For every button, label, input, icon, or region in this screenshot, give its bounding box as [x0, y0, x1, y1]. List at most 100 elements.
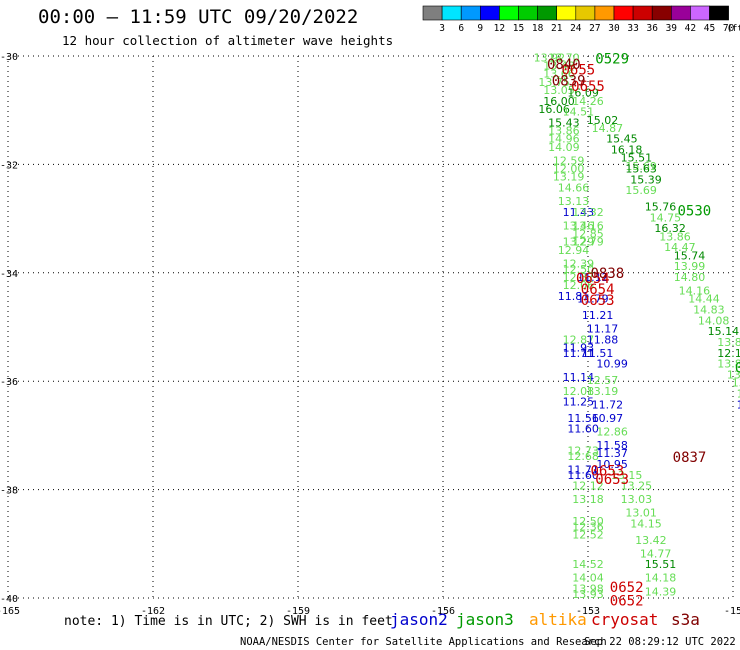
swh-value: 11.17 [587, 322, 619, 335]
swh-value: 13.66 [543, 68, 575, 81]
footer-credit: NOAA/NESDIS Center for Satellite Applica… [240, 636, 607, 648]
swh-value: 13.25 [621, 480, 653, 493]
swh-value: 13.05 [543, 84, 575, 97]
swh-value: 11.21 [582, 309, 614, 322]
x-tick-label: -165 [0, 606, 20, 617]
color-bin-label: 3 [439, 23, 445, 34]
swh-value: 12.79 [572, 236, 604, 249]
footer-note: note: 1) Time is in UTC; 2) SWH is in fe… [64, 614, 393, 629]
swh-value: 12.37 [563, 271, 595, 284]
swh-value: 12.50 [572, 515, 604, 528]
page-subtitle: 12 hour collection of altimeter wave hei… [62, 33, 394, 48]
swh-value: 12.68 [567, 450, 599, 463]
swh-value: 16.32 [654, 222, 686, 235]
swh-value: 16.09 [567, 87, 599, 100]
color-bin-label: 30 [608, 23, 620, 34]
swh-value: 10.99 [596, 358, 628, 371]
swh-value: 14.75 [650, 211, 682, 224]
swh-value: 12.57 [587, 374, 619, 387]
color-bin-label: 18 [532, 23, 544, 34]
pass-time-label: 0839 [552, 73, 586, 89]
x-tick-label: -159 [286, 606, 310, 617]
swh-value: 12.87 [563, 333, 595, 346]
y-tick-label: -30 [0, 52, 18, 63]
color-bin-swatch [422, 5, 443, 21]
swh-value: 13.86 [659, 230, 691, 243]
swh-value: 13.48 [543, 60, 575, 73]
color-bin-label: 70 [723, 23, 735, 34]
color-bin-swatch [670, 5, 691, 21]
pass-time-label: 0652 [610, 594, 644, 610]
swh-value: 12.39 [563, 257, 595, 270]
swh-value: 13.42 [635, 534, 667, 547]
swh-value: 14.96 [548, 133, 580, 146]
swh-value: 12.00 [553, 163, 585, 176]
swh-value: 12.73 [567, 444, 599, 457]
swh-value: 13.84 [717, 336, 740, 349]
swh-value: 14.47 [664, 241, 696, 254]
swh-value: 12.12 [572, 480, 604, 493]
axis-tick-labels: -165 -162 -159 -156 -153 -15 -30 -32 -34 -36 -38 -4… [0, 52, 740, 617]
pass-time-label: 0838 [590, 266, 624, 282]
swh-value: 15.14 [708, 325, 740, 338]
swh-value: 11.88 [587, 333, 619, 346]
swh-value: 14.18 [645, 572, 677, 585]
swh-value: 14.08 [698, 314, 730, 327]
swh-value: 11.14 [563, 371, 595, 384]
swh-value: 15.02 [587, 114, 619, 127]
swh-value: 11.72 [592, 398, 624, 411]
swh-value: 13.19 [553, 171, 585, 184]
swh-value: 11.12 [577, 271, 609, 284]
swh-value: 12.85 [572, 228, 604, 241]
swh-value: 14.15 [630, 518, 662, 531]
swh-value: 11.37 [596, 447, 628, 460]
color-bin-label: 9 [477, 23, 483, 34]
swh-value: 16.18 [611, 144, 643, 157]
y-tick-label: -32 [0, 160, 18, 171]
swh-value: 13.84 [717, 358, 740, 371]
swh-value: 13.18 [572, 493, 604, 506]
color-bin-swatch [594, 5, 615, 21]
swh-value: 14.77 [640, 547, 672, 560]
swh-value: 15.69 [625, 184, 657, 197]
legend-jason3: jason3 [456, 610, 514, 629]
swh-value: 13.01 [625, 507, 657, 520]
swh-value: 15.63 [625, 163, 657, 176]
swh-value: 15.45 [606, 133, 638, 146]
swh-value: 11.51 [582, 347, 614, 360]
color-bin-label: 24 [570, 23, 582, 34]
color-bin-swatch [613, 5, 634, 21]
swh-value: 14.83 [693, 303, 725, 316]
swh-value: 16.06 [538, 103, 570, 116]
swh-value: 14.04 [572, 572, 604, 585]
color-bin-swatch [479, 5, 500, 21]
swh-value: 12.86 [596, 425, 628, 438]
swh-value: 14.39 [645, 585, 677, 598]
swh-value: 11.71 [567, 463, 599, 476]
pass-time-label: 0654 [581, 282, 615, 298]
legend-jason2: jason2 [390, 610, 448, 629]
color-bin-label: 27 [589, 23, 600, 34]
swh-value: 13.46 [563, 219, 595, 232]
swh-value: 13.15 [611, 469, 643, 482]
swh-value: 12.08 [563, 385, 595, 398]
color-bin-swatch [518, 5, 538, 21]
swh-value: 11.79 [577, 293, 609, 306]
pass-time-label: 0529 [595, 52, 629, 68]
grid-lines [7, 55, 734, 599]
pass-time-label: 053 [735, 361, 740, 377]
swh-value: 11.58 [596, 439, 628, 452]
swh-value: 15.76 [645, 200, 677, 213]
y-tick-label: -38 [0, 486, 18, 497]
swh-value: 10.97 [592, 412, 624, 425]
pass-time-labels: 0529053005306550655065406540653065306530… [547, 52, 740, 610]
swh-value: 11.55 [737, 398, 740, 411]
swh-value: 12.13 [717, 347, 740, 360]
swh-value: 13.86 [548, 125, 580, 138]
color-bin-swatch [632, 5, 653, 21]
swh-value: 11.43 [563, 206, 595, 219]
swh-value: 11.81 [558, 290, 590, 303]
swh-value: 10.95 [596, 458, 628, 471]
swh-value: 13.32 [572, 206, 604, 219]
